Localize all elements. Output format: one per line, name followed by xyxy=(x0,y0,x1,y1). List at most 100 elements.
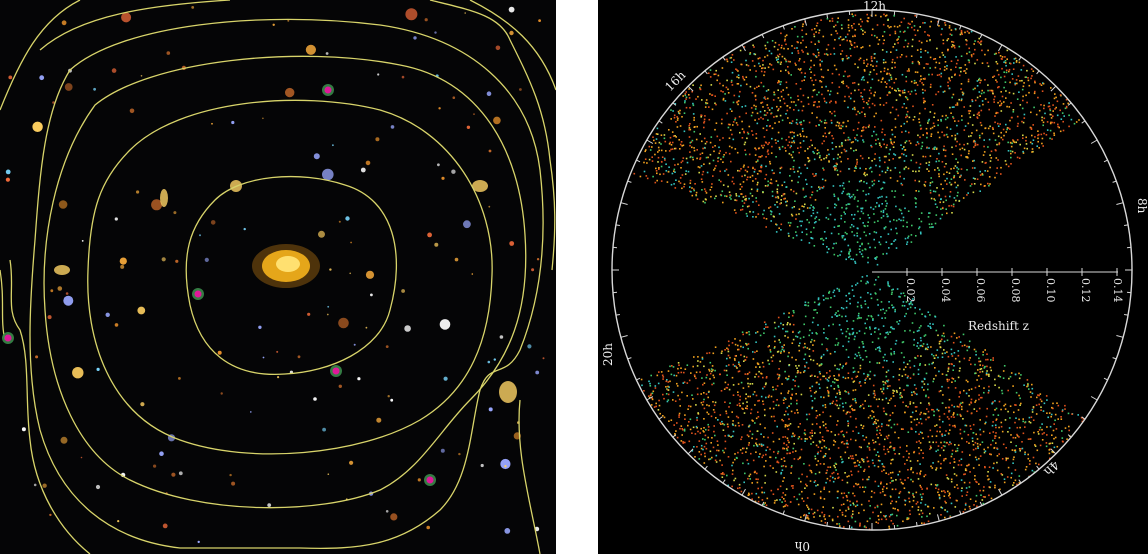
galaxy-point xyxy=(947,478,950,480)
galaxy-point xyxy=(929,86,932,88)
galaxy-point xyxy=(790,101,793,103)
galaxy-point xyxy=(736,83,739,85)
galaxy-point xyxy=(926,515,928,518)
galaxy-point xyxy=(792,190,795,193)
galaxy-point xyxy=(688,136,691,138)
galaxy-point xyxy=(1016,483,1018,486)
galaxy-point xyxy=(877,419,879,422)
galaxy-point xyxy=(811,332,814,334)
galaxy-point xyxy=(850,258,852,260)
galaxy-point xyxy=(693,130,696,133)
field-source xyxy=(473,113,475,115)
galaxy-point xyxy=(969,105,972,107)
galaxy-point xyxy=(769,160,771,163)
galaxy-point xyxy=(658,141,661,144)
galaxy-point xyxy=(1003,365,1006,367)
galaxy-point xyxy=(776,399,778,401)
galaxy-point xyxy=(728,137,731,139)
galaxy-point xyxy=(762,146,764,149)
galaxy-point xyxy=(643,390,645,392)
galaxy-point xyxy=(885,518,888,521)
galaxy-point xyxy=(1022,95,1024,98)
galaxy-point xyxy=(765,504,768,507)
galaxy-point xyxy=(892,361,894,363)
galaxy-point xyxy=(837,420,839,422)
galaxy-point xyxy=(861,46,864,48)
galaxy-point xyxy=(666,181,669,183)
galaxy-point xyxy=(745,212,748,215)
galaxy-point xyxy=(980,40,982,43)
galaxy-point xyxy=(777,325,780,328)
galaxy-point xyxy=(856,241,859,243)
galaxy-point xyxy=(752,351,754,353)
galaxy-point xyxy=(693,374,696,376)
galaxy-point xyxy=(750,452,752,455)
galaxy-point xyxy=(929,111,932,113)
galaxy-point xyxy=(831,148,834,150)
galaxy-point xyxy=(865,526,867,529)
galaxy-point xyxy=(758,399,760,402)
galaxy-point xyxy=(873,464,876,467)
galaxy-point xyxy=(776,201,778,203)
galaxy-point xyxy=(752,167,754,170)
galaxy-point xyxy=(798,213,800,215)
galaxy-point xyxy=(968,403,971,406)
galaxy-point xyxy=(785,139,788,141)
galaxy-point xyxy=(779,171,781,174)
galaxy-point xyxy=(851,27,854,29)
galaxy-point xyxy=(734,117,737,119)
galaxy-point xyxy=(1051,121,1053,124)
galaxy-point xyxy=(849,298,851,300)
galaxy-point xyxy=(906,241,909,243)
galaxy-point xyxy=(832,476,834,479)
galaxy-point xyxy=(734,458,736,461)
galaxy-point xyxy=(826,17,829,20)
galaxy-point xyxy=(842,235,845,237)
galaxy-point xyxy=(822,375,824,378)
field-source xyxy=(350,241,352,244)
galaxy-point xyxy=(772,354,775,357)
galaxy-point xyxy=(751,437,753,440)
galaxy-point xyxy=(764,482,766,484)
galaxy-point xyxy=(689,151,691,153)
galaxy-point xyxy=(968,61,971,64)
galaxy-point xyxy=(799,133,801,135)
galaxy-point xyxy=(833,110,836,113)
galaxy-point xyxy=(813,245,816,247)
galaxy-point xyxy=(738,170,741,172)
galaxy-point xyxy=(646,162,648,164)
galaxy-point xyxy=(871,170,873,173)
galaxy-point xyxy=(915,424,918,426)
galaxy-point xyxy=(768,394,770,397)
galaxy-point xyxy=(841,206,843,209)
galaxy-point xyxy=(746,407,748,410)
galaxy-point xyxy=(875,133,878,136)
galaxy-point xyxy=(831,72,834,75)
galaxy-point xyxy=(822,411,824,414)
galaxy-point xyxy=(968,150,970,152)
galaxy-point xyxy=(1031,383,1033,386)
galaxy-point xyxy=(905,312,907,315)
galaxy-point xyxy=(697,413,700,415)
galaxy-point xyxy=(1050,113,1053,116)
galaxy-point xyxy=(802,140,805,142)
galaxy-point xyxy=(898,496,900,499)
galaxy-point xyxy=(777,452,779,455)
galaxy-point xyxy=(889,74,892,76)
galaxy-point xyxy=(1001,389,1003,392)
galaxy-point xyxy=(672,399,674,401)
galaxy-point xyxy=(901,131,903,133)
galaxy-point xyxy=(805,33,808,35)
galaxy-point xyxy=(847,520,850,523)
galaxy-point xyxy=(733,365,736,367)
galaxy-point xyxy=(886,166,889,169)
galaxy-point xyxy=(717,156,720,159)
galaxy-point xyxy=(978,111,980,114)
galaxy-point xyxy=(756,331,759,333)
galaxy-point xyxy=(800,516,802,518)
galaxy-point xyxy=(1012,436,1015,439)
galaxy-point xyxy=(881,470,883,473)
galaxy-point xyxy=(895,500,898,503)
galaxy-point xyxy=(810,508,813,511)
galaxy-point xyxy=(790,472,792,474)
